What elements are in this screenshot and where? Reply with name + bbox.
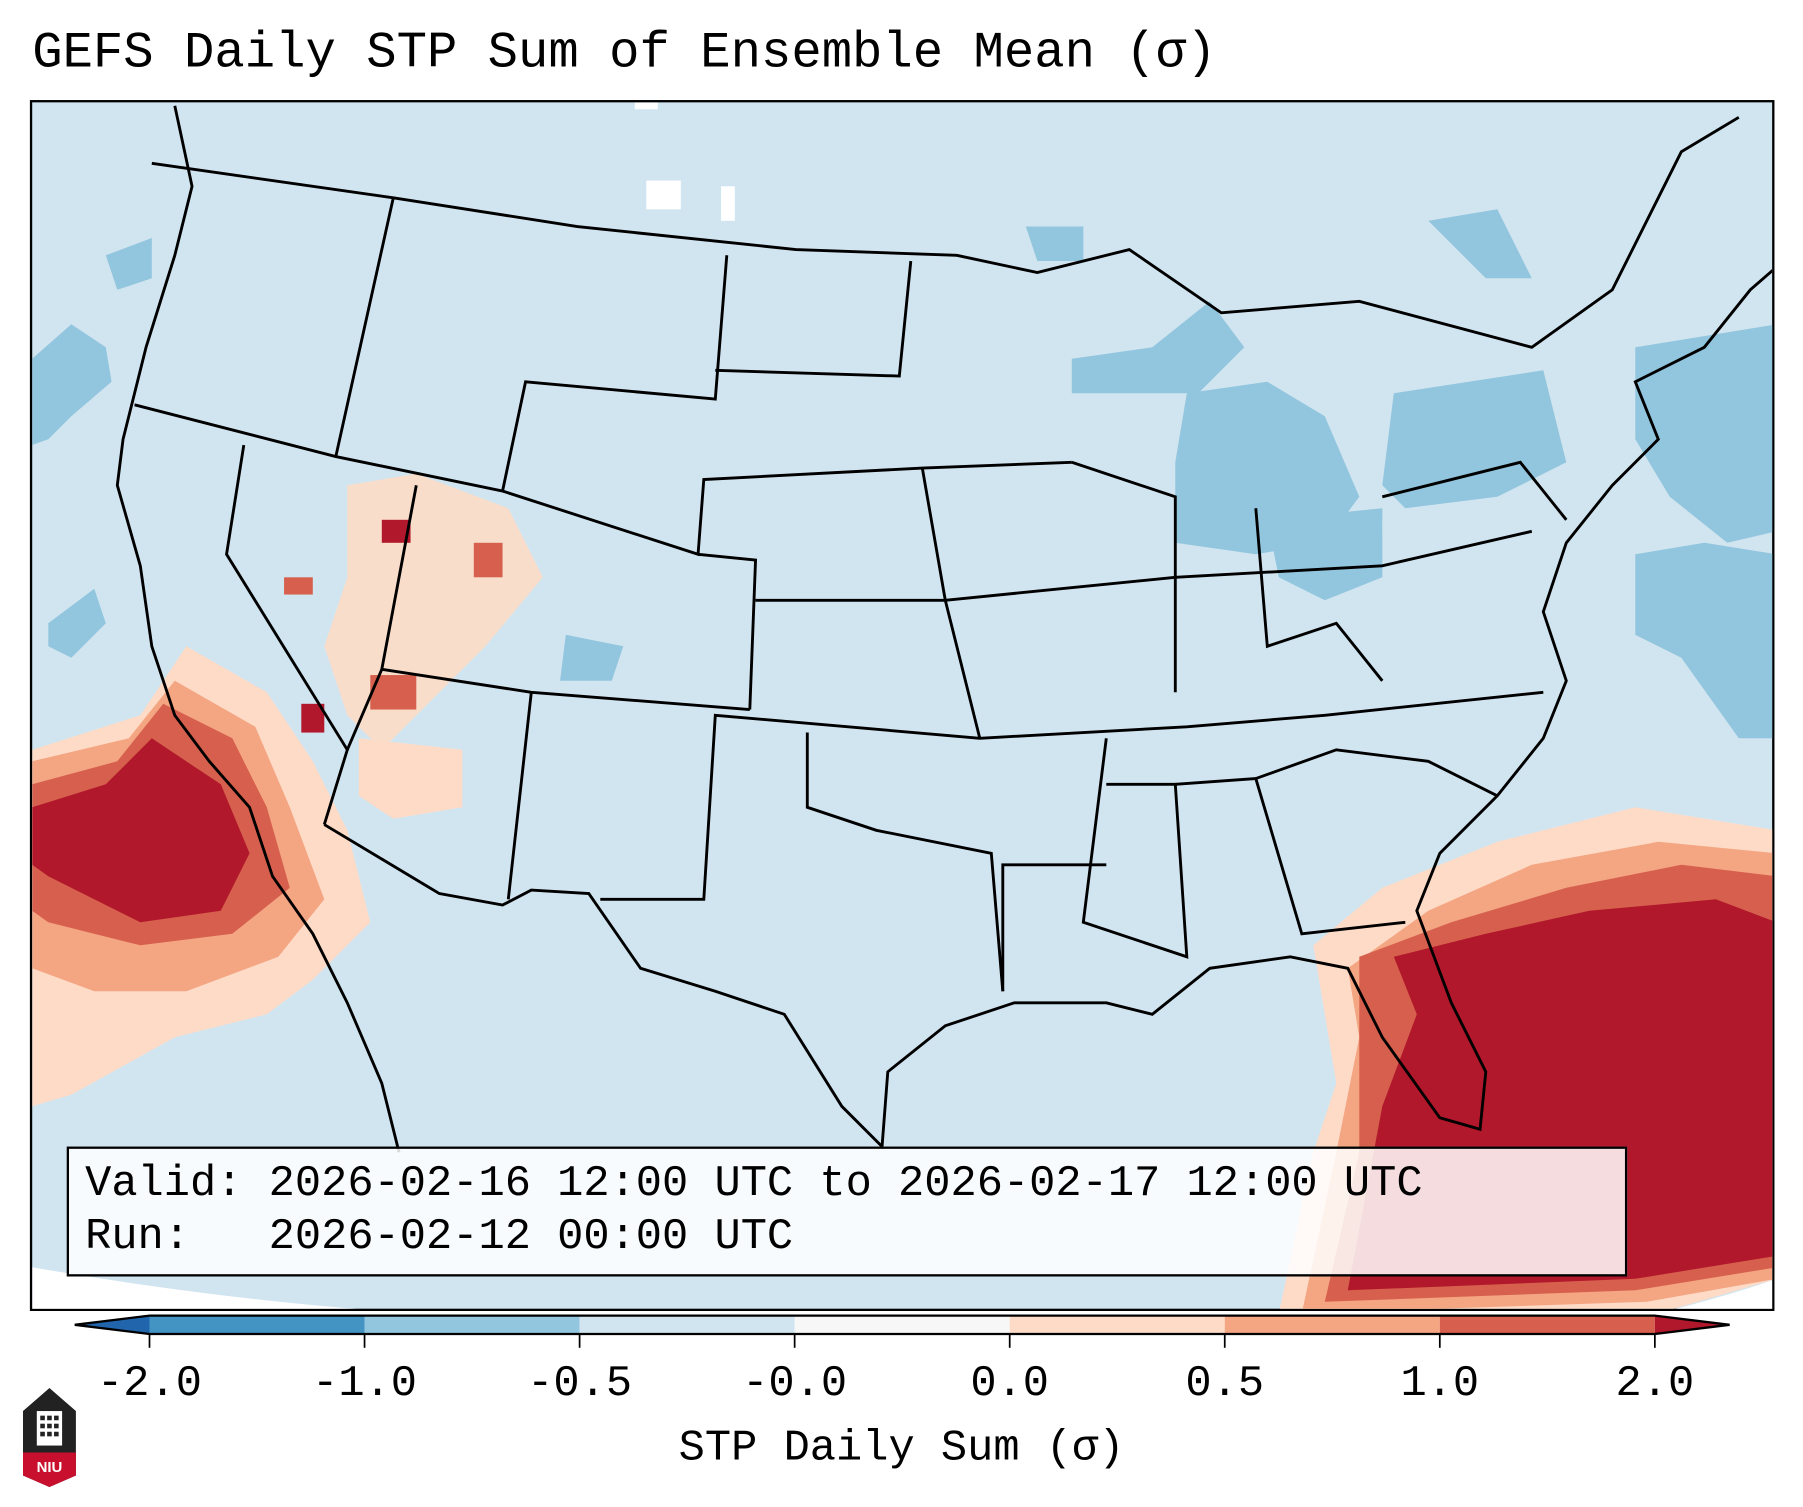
colorbar-segment bbox=[364, 1315, 580, 1334]
colorbar-tick-label: -2.0 bbox=[97, 1359, 202, 1409]
map-svg bbox=[32, 102, 1773, 1309]
colorbar-segment bbox=[1009, 1315, 1225, 1334]
positive-anomaly-west bbox=[32, 473, 543, 1107]
projection-edge bbox=[1676, 1280, 1773, 1309]
colorbar-extend-high bbox=[1654, 1315, 1730, 1334]
niu-logo: NIU bbox=[23, 1388, 76, 1487]
colorbar-segment bbox=[1224, 1315, 1440, 1334]
colorbar-extend-low bbox=[74, 1315, 150, 1334]
negative-anomaly-regions bbox=[32, 209, 1773, 739]
valid-time-box: Valid: 2026-02-16 12:00 UTC to 2026-02-1… bbox=[66, 1146, 1628, 1277]
valid-time-text: Valid: 2026-02-16 12:00 UTC to 2026-02-1… bbox=[85, 1159, 1423, 1209]
colorbar-tick-label: 1.0 bbox=[1400, 1359, 1480, 1409]
colorbar-segment bbox=[149, 1315, 365, 1334]
colorbar-segment bbox=[794, 1315, 1010, 1334]
colorbar-tick-label: 0.0 bbox=[970, 1359, 1050, 1409]
projection-edge bbox=[32, 1267, 354, 1309]
colorbar-tick-label: 0.5 bbox=[1185, 1359, 1265, 1409]
map-panel bbox=[29, 100, 1775, 1311]
colorbar-label: STP Daily Sum (σ) bbox=[678, 1423, 1125, 1474]
white-pixels bbox=[634, 102, 735, 221]
chart-title: GEFS Daily STP Sum of Ensemble Mean (σ) bbox=[32, 25, 1217, 83]
colorbar-tick-label: -0.5 bbox=[527, 1359, 633, 1409]
colorbar-segment bbox=[579, 1315, 795, 1334]
colorbar-segment bbox=[1439, 1315, 1655, 1334]
colorbar-tick-label: 2.0 bbox=[1615, 1359, 1695, 1409]
svg-text:NIU: NIU bbox=[37, 1459, 63, 1476]
colorbar-ticks bbox=[148, 1333, 1656, 1348]
run-time-text: Run: 2026-02-12 00:00 UTC bbox=[85, 1212, 794, 1262]
colorbar-tick-label: -1.0 bbox=[312, 1359, 418, 1409]
colorbar bbox=[74, 1314, 1730, 1348]
colorbar-tick-label: -0.0 bbox=[742, 1359, 848, 1409]
coastlines bbox=[115, 105, 1773, 1153]
